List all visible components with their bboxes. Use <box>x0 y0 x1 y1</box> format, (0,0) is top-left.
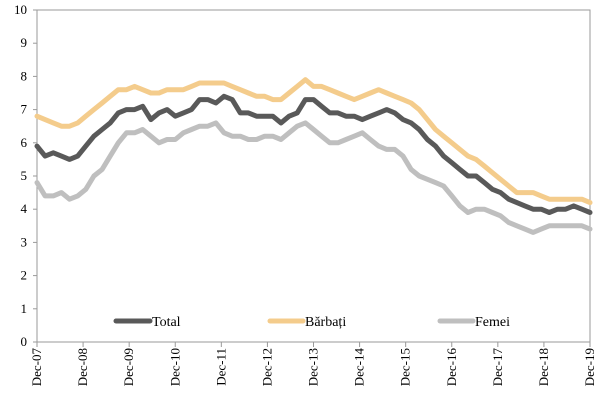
y-tick-label: 5 <box>21 168 28 183</box>
x-tick-label: Dec-18 <box>536 348 551 386</box>
y-tick-label: 2 <box>21 268 28 283</box>
y-axis: 0 1 2 3 4 5 6 7 8 9 10 <box>14 2 37 349</box>
legend-label-0: Total <box>152 315 181 330</box>
y-tick-label: 3 <box>21 234 28 249</box>
x-tick-label: Dec-07 <box>29 348 44 387</box>
x-tick-label: Dec-12 <box>259 348 274 386</box>
x-tick-label: Dec-11 <box>213 348 228 386</box>
x-tick-label: Dec-15 <box>398 348 413 386</box>
y-tick-label: 6 <box>21 135 28 150</box>
x-tick-label: Dec-08 <box>75 348 90 386</box>
x-axis: Dec-07 Dec-08 Dec-09 Dec-10 Dec-11 Dec-12 Dec-… <box>29 342 597 386</box>
series-lines <box>34 77 593 235</box>
x-tick-label: Dec-09 <box>121 348 136 386</box>
plot-frame <box>36 9 591 343</box>
y-tick-label: 4 <box>21 201 28 216</box>
y-tick-label: 1 <box>21 301 28 316</box>
x-tick-label: Dec-13 <box>306 348 321 386</box>
legend-label-1: Bărbați <box>305 315 346 330</box>
x-tick-label: Dec-14 <box>352 348 367 387</box>
x-tick-label: Dec-17 <box>490 348 505 387</box>
y-tick-label: 10 <box>14 2 27 17</box>
y-tick-label: 7 <box>21 102 28 117</box>
plot-border <box>36 9 591 343</box>
y-tick-label: 9 <box>21 35 28 50</box>
x-tick-label: Dec-19 <box>582 348 597 386</box>
series-line-1 <box>34 77 593 206</box>
x-tick-label: Dec-10 <box>167 348 182 386</box>
legend: Total Bărbați Femei <box>113 315 510 330</box>
legend-label-2: Femei <box>475 315 510 330</box>
y-tick-label: 0 <box>21 334 28 349</box>
series-line-0 <box>34 93 593 215</box>
x-tick-label: Dec-16 <box>444 348 459 387</box>
series-line-2 <box>34 120 593 235</box>
y-tick-label: 8 <box>21 68 28 83</box>
